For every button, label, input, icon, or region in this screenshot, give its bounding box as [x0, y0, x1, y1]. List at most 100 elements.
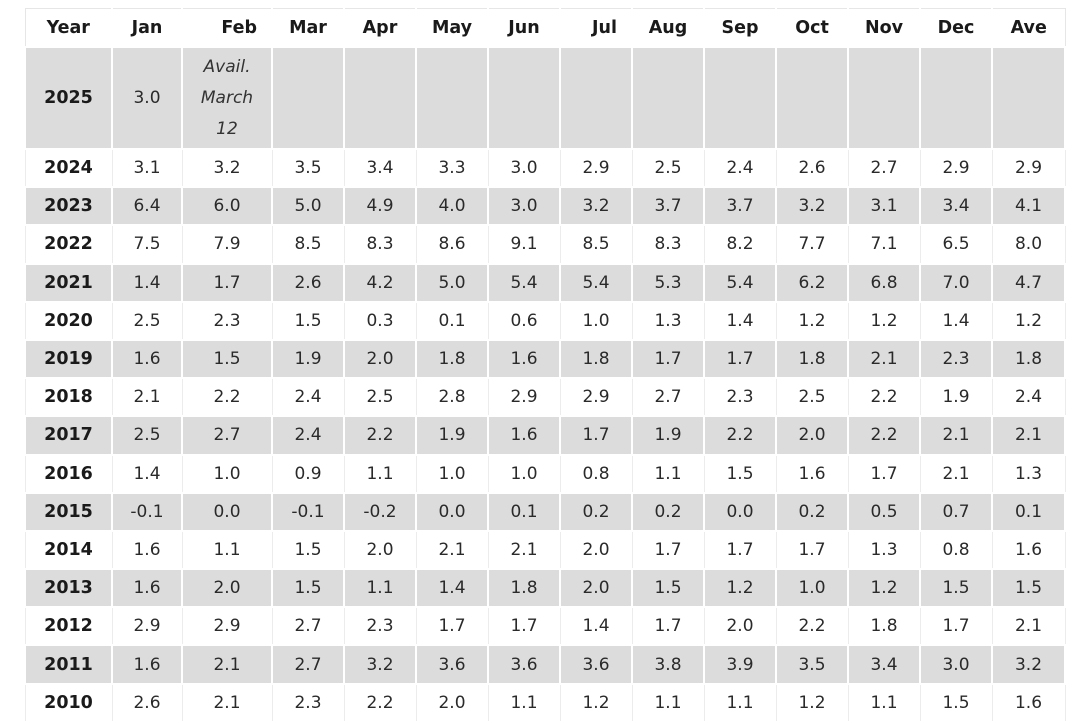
cell-value: 7.1 — [847, 224, 921, 265]
cell-value: 1.3 — [847, 529, 921, 571]
cell-value: 2.0 — [559, 568, 633, 609]
cell-value: 1.4 — [111, 453, 183, 494]
cell-value: 3.7 — [631, 186, 705, 227]
cell-value: 1.0 — [559, 300, 633, 341]
cell-value: 1.9 — [415, 415, 489, 456]
cell-value: 2.1 — [415, 529, 489, 571]
table-row-2025: 2025 3.0 Avail. March 12 — [24, 46, 1066, 150]
cell-value: 3.6 — [559, 644, 633, 685]
cell-value: 3.8 — [631, 644, 705, 685]
cell-value: 8.5 — [271, 224, 345, 265]
cell-value: 1.0 — [415, 453, 489, 494]
cell-value: 2.1 — [487, 529, 561, 571]
cell-value: 2.9 — [559, 147, 633, 189]
cell-value: 2.9 — [111, 606, 183, 647]
cell-value: 6.8 — [847, 262, 921, 303]
cell-value: 2.4 — [271, 377, 345, 418]
table-row-2018: 2018 2.1 2.2 2.4 2.5 2.8 2.9 2.9 2.7 2.3 2.5 2.2 1.9… — [24, 377, 1066, 418]
cell-value: 1.8 — [559, 338, 633, 380]
header-mar: Mar — [271, 8, 345, 48]
cell-value: 1.5 — [919, 682, 993, 723]
cell-value: 1.7 — [415, 606, 489, 647]
cell-average: 2.9 — [991, 147, 1066, 189]
cell-value: 2.1 — [919, 453, 993, 494]
cell-value: 1.9 — [271, 338, 345, 380]
cell-value: 1.5 — [919, 568, 993, 609]
header-apr: Apr — [343, 8, 417, 48]
cell-value: 2.6 — [111, 682, 183, 723]
cell-value: 2.0 — [775, 415, 849, 456]
cell-value: 2.9 — [487, 377, 561, 418]
cell-value: 1.3 — [631, 300, 705, 341]
cell-value: 3.5 — [271, 147, 345, 189]
cell-value: 8.5 — [559, 224, 633, 265]
cell-value: 3.0 — [111, 46, 183, 150]
row-year: 2025 — [24, 46, 113, 150]
cell-value: 0.2 — [559, 491, 633, 532]
cell-value: 2.6 — [775, 147, 849, 189]
cell-value: 5.4 — [703, 262, 777, 303]
cell-value: 7.5 — [111, 224, 183, 265]
cell-value: 1.6 — [487, 415, 561, 456]
header-row: Year Jan Feb Mar Apr May Jun Jul Aug Sep… — [24, 8, 1066, 48]
cell-value: 1.1 — [703, 682, 777, 723]
header-aug: Aug — [631, 8, 705, 48]
row-year: 2020 — [24, 300, 113, 341]
cell-average: 1.5 — [991, 568, 1066, 609]
cell-average: 1.2 — [991, 300, 1066, 341]
cell-value: 3.3 — [415, 147, 489, 189]
header-ave: Ave — [991, 8, 1066, 48]
cell-value: 0.8 — [919, 529, 993, 571]
cell-value: 0.8 — [559, 453, 633, 494]
cell-value: 3.4 — [847, 644, 921, 685]
table-row-2020: 2020 2.5 2.3 1.5 0.3 0.1 0.6 1.0 1.3 1.4 1.2 1.2 1.4… — [24, 300, 1066, 341]
header-feb: Feb — [181, 8, 273, 48]
cell-value: 1.2 — [775, 682, 849, 723]
cell-value: 3.2 — [559, 186, 633, 227]
cell-value: 2.3 — [703, 377, 777, 418]
cell-value: 1.2 — [559, 682, 633, 723]
cell-average: 0.1 — [991, 491, 1066, 532]
cell-value: 1.7 — [631, 338, 705, 380]
cell-average: 4.1 — [991, 186, 1066, 227]
cell-value: 2.0 — [343, 529, 417, 571]
row-year: 2019 — [24, 338, 113, 380]
cell-value: 2.7 — [631, 377, 705, 418]
cell-value: 2.5 — [111, 415, 183, 456]
cell-value: 0.1 — [415, 300, 489, 341]
cell-value: 2.9 — [919, 147, 993, 189]
cell-value: 2.5 — [775, 377, 849, 418]
cell-value: 2.5 — [111, 300, 183, 341]
cell-value: 3.9 — [703, 644, 777, 685]
cell-value: 2.5 — [631, 147, 705, 189]
cell-value: 2.0 — [415, 682, 489, 723]
cell-average: 2.1 — [991, 415, 1066, 456]
cell-value: 6.5 — [919, 224, 993, 265]
header-jun: Jun — [487, 8, 561, 48]
row-year: 2023 — [24, 186, 113, 227]
cell-value: 3.0 — [487, 147, 561, 189]
header-oct: Oct — [775, 8, 849, 48]
cell-value: 1.5 — [271, 529, 345, 571]
cell-average: 1.6 — [991, 682, 1066, 723]
cell-value: 2.2 — [703, 415, 777, 456]
cell-value: 1.8 — [847, 606, 921, 647]
cell-value: 0.2 — [775, 491, 849, 532]
cell-value: 5.4 — [487, 262, 561, 303]
cell-value: 6.0 — [181, 186, 273, 227]
cell-average: 1.6 — [991, 529, 1066, 571]
cell-value: 9.1 — [487, 224, 561, 265]
cell-value: 0.0 — [703, 491, 777, 532]
cell-value: 2.9 — [181, 606, 273, 647]
cell-value: 2.0 — [703, 606, 777, 647]
cell-value: 3.5 — [775, 644, 849, 685]
header-dec: Dec — [919, 8, 993, 48]
cell-value: 3.1 — [847, 186, 921, 227]
cell-value: 1.6 — [111, 529, 183, 571]
table-row-2015: 2015 -0.1 0.0 -0.1 -0.2 0.0 0.1 0.2 0.2 0.0 0.2 0.5… — [24, 491, 1066, 532]
cell-average: 8.0 — [991, 224, 1066, 265]
cell-value: 1.4 — [415, 568, 489, 609]
cell-value: 3.7 — [703, 186, 777, 227]
cell-value: 2.0 — [343, 338, 417, 380]
cell-value: -0.2 — [343, 491, 417, 532]
